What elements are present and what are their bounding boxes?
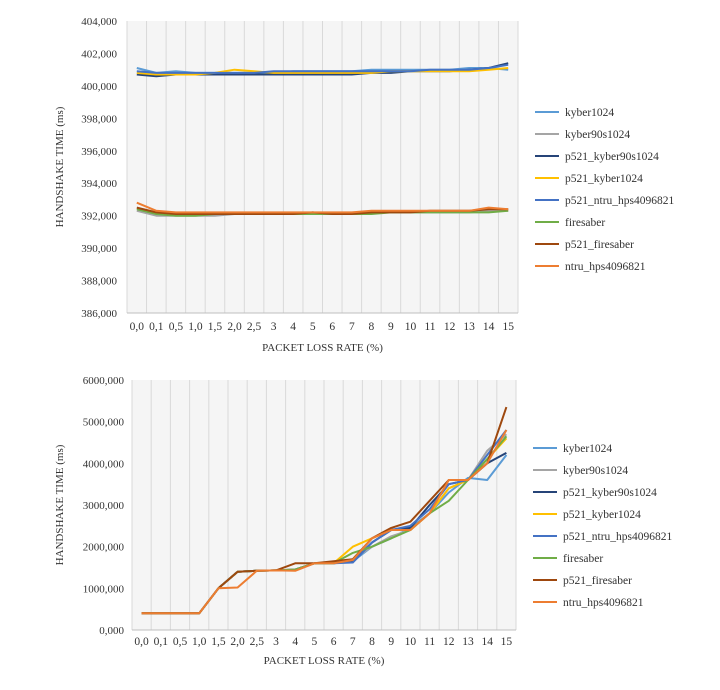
series-line-ntru_hps4096821 bbox=[141, 429, 508, 615]
x-tick-label: 12 bbox=[444, 321, 456, 333]
legend-label: p521_ntru_hps4096821 bbox=[563, 531, 673, 543]
legend-label: p521_firesaber bbox=[563, 575, 632, 587]
series-line-p521_kyber1024 bbox=[136, 67, 509, 76]
x-tick-label: 0,5 bbox=[173, 636, 188, 648]
y-tick-label: 0,000 bbox=[99, 625, 124, 637]
x-tick-label: 5 bbox=[310, 321, 316, 333]
legend-label: ntru_hps4096821 bbox=[563, 597, 644, 609]
legend-label: kyber90s1024 bbox=[563, 465, 628, 477]
x-tick-label: 8 bbox=[369, 321, 375, 333]
x-tick-label: 15 bbox=[501, 636, 513, 648]
x-tick-label: 3 bbox=[271, 321, 277, 333]
legend-2: kyber1024 kyber90s1024 p521_kyber90s1024 p5… bbox=[533, 443, 673, 609]
y-tick-label: 388,000 bbox=[81, 276, 117, 288]
x-tick-label: 8 bbox=[369, 636, 375, 648]
y-tick-label: 394,000 bbox=[81, 178, 117, 190]
x-tick-label: 6 bbox=[331, 636, 337, 648]
x-tick-label: 2,5 bbox=[250, 636, 265, 648]
legend-label: ntru_hps4096821 bbox=[565, 261, 646, 273]
x-tick-label: 15 bbox=[502, 321, 514, 333]
x-tick-label: 13 bbox=[463, 321, 475, 333]
x-tick-label: 10 bbox=[405, 321, 417, 333]
x-tick-label: 2,0 bbox=[230, 636, 245, 648]
legend-label: firesaber bbox=[565, 217, 605, 229]
legend-label: kyber1024 bbox=[563, 443, 612, 455]
y-tick-label: 386,000 bbox=[81, 308, 117, 320]
x-tick-label: 7 bbox=[350, 636, 356, 648]
x-tick-label: 0,0 bbox=[130, 321, 145, 333]
x-tick-label: 3 bbox=[273, 636, 279, 648]
x-axis-title: PACKET LOSS RATE (%) bbox=[264, 655, 385, 667]
x-tick-label: 0,5 bbox=[169, 321, 184, 333]
x-tick-label: 14 bbox=[483, 321, 495, 333]
x-tick-label: 0,1 bbox=[154, 636, 169, 648]
x-tick-label: 6 bbox=[329, 321, 335, 333]
x-tick-label: 0,0 bbox=[134, 636, 149, 648]
x-tick-label: 9 bbox=[388, 636, 394, 648]
chart-2: 0,000 1000,000 2000,000 3000,000 4000,000 500… bbox=[54, 375, 673, 667]
x-tick-label: 1,0 bbox=[192, 636, 207, 648]
legend-label: p521_firesaber bbox=[565, 239, 634, 251]
x-tick-label: 14 bbox=[481, 636, 493, 648]
y-tick-label: 392,000 bbox=[81, 211, 117, 223]
x-tick-label: 12 bbox=[443, 636, 455, 648]
chart-1: 386,000 388,000 390,000 392,000 394,000 396,0… bbox=[54, 16, 675, 354]
x-tick-label: 4 bbox=[292, 636, 298, 648]
y-tick-label: 396,000 bbox=[81, 146, 117, 158]
y-tick-label: 404,000 bbox=[81, 16, 117, 28]
x-tick-label: 9 bbox=[388, 321, 394, 333]
legend-label: kyber1024 bbox=[565, 107, 614, 119]
x-tick-label: 1,0 bbox=[188, 321, 203, 333]
y-tick-label: 5000,000 bbox=[83, 417, 125, 429]
y-tick-label: 3000,000 bbox=[83, 500, 125, 512]
y-tick-label: 6000,000 bbox=[83, 375, 125, 387]
x-tick-label: 4 bbox=[290, 321, 296, 333]
legend-label: p521_kyber90s1024 bbox=[565, 151, 659, 163]
x-tick-label: 2,5 bbox=[247, 321, 262, 333]
legend-label: p521_ntru_hps4096821 bbox=[565, 195, 675, 207]
y-tick-label: 4000,000 bbox=[83, 458, 125, 470]
legend-label: p521_kyber1024 bbox=[565, 173, 643, 185]
x-tick-label: 13 bbox=[462, 636, 474, 648]
x-tick-label: 1,5 bbox=[211, 636, 226, 648]
x-tick-label: 0,1 bbox=[149, 321, 164, 333]
x-tick-label: 5 bbox=[312, 636, 318, 648]
y-tick-label: 2000,000 bbox=[83, 542, 125, 554]
x-tick-label: 11 bbox=[424, 636, 435, 648]
legend-label: kyber90s1024 bbox=[565, 129, 630, 141]
legend-label: p521_kyber1024 bbox=[563, 509, 641, 521]
y-tick-label: 1000,000 bbox=[83, 583, 125, 595]
x-tick-label: 1,5 bbox=[208, 321, 223, 333]
y-axis-title: HANDSHAKE TIME (ms) bbox=[54, 106, 66, 227]
y-tick-label: 400,000 bbox=[81, 81, 117, 93]
y-tick-label: 398,000 bbox=[81, 113, 117, 125]
x-tick-label: 7 bbox=[349, 321, 355, 333]
series-line-ntru_hps4096821 bbox=[136, 201, 509, 214]
legend-label: p521_kyber90s1024 bbox=[563, 487, 657, 499]
x-tick-label: 2,0 bbox=[227, 321, 242, 333]
y-axis-title: HANDSHAKE TIME (ms) bbox=[54, 444, 66, 565]
y-tick-label: 402,000 bbox=[81, 48, 117, 60]
legend-1: kyber1024 kyber90s1024 p521_kyber90s1024 p5… bbox=[535, 107, 675, 273]
series-line-p521_ntru_hps4096821 bbox=[136, 63, 509, 74]
legend-label: firesaber bbox=[563, 553, 603, 565]
x-axis-title: PACKET LOSS RATE (%) bbox=[262, 342, 383, 354]
x-tick-label: 10 bbox=[405, 636, 417, 648]
x-tick-label: 11 bbox=[424, 321, 435, 333]
y-tick-label: 390,000 bbox=[81, 243, 117, 255]
